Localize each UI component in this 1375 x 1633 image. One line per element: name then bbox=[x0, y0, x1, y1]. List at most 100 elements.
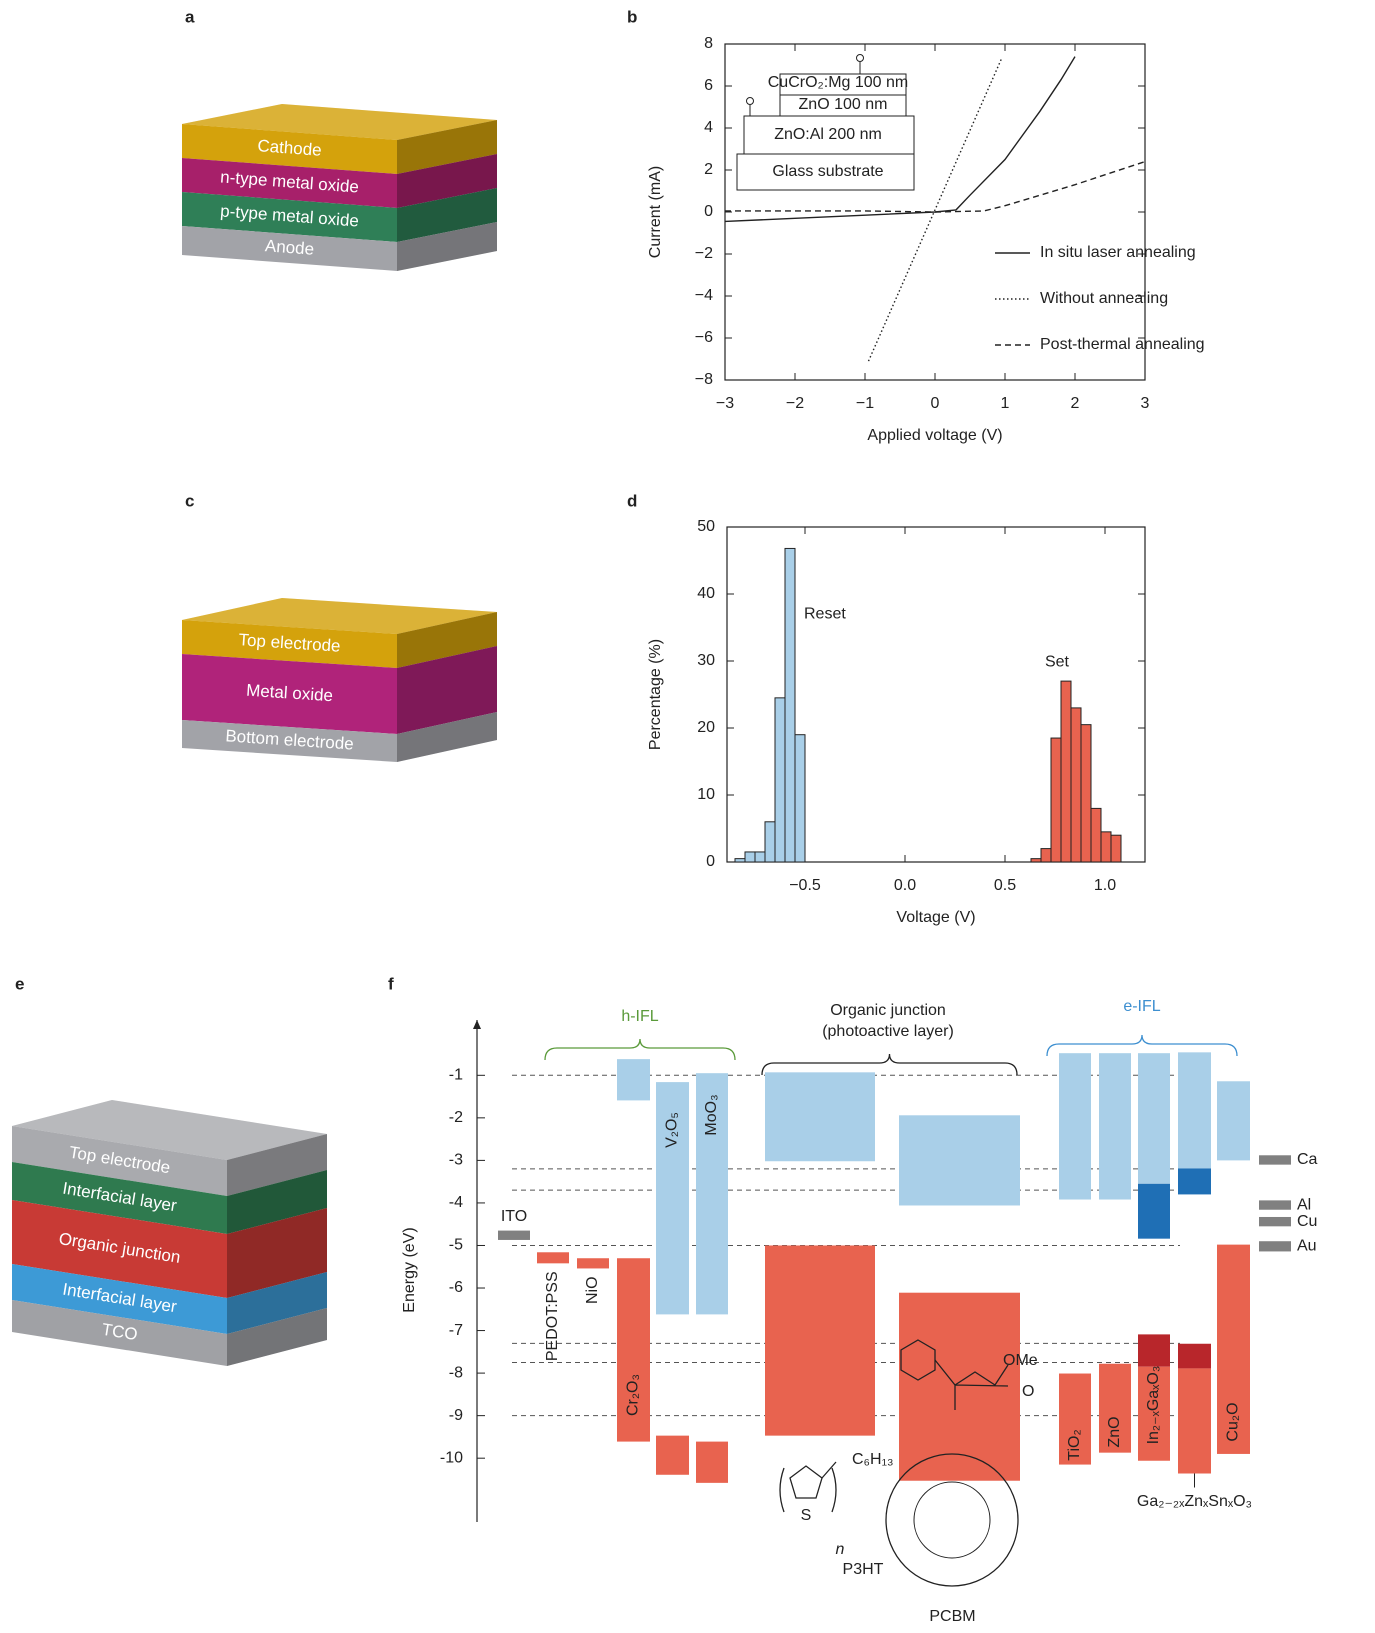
legend-label: Post-thermal annealing bbox=[1040, 336, 1205, 353]
energy-band bbox=[1138, 1334, 1170, 1366]
structure-label: n bbox=[836, 1541, 845, 1558]
bar bbox=[795, 735, 805, 862]
y-tick-label: −8 bbox=[695, 371, 713, 388]
bar bbox=[1081, 725, 1091, 862]
series-label: Reset bbox=[804, 606, 846, 623]
energy-band bbox=[1178, 1052, 1211, 1168]
energy-band bbox=[1178, 1368, 1211, 1473]
thiophene-ring bbox=[790, 1466, 822, 1498]
panel-label: e bbox=[15, 974, 24, 993]
y-tick-label: 4 bbox=[704, 119, 713, 136]
y-tick-label: -6 bbox=[449, 1279, 463, 1296]
y-tick-label: -9 bbox=[449, 1407, 463, 1424]
panel-label: f bbox=[388, 974, 394, 993]
inset-label: ZnO:Al 200 nm bbox=[774, 126, 882, 143]
bar bbox=[1041, 849, 1051, 862]
inset-label: CuCrO₂:Mg 100 nm bbox=[768, 74, 908, 91]
energy-band bbox=[577, 1258, 609, 1268]
energy-band bbox=[1259, 1217, 1291, 1226]
bar bbox=[1071, 708, 1081, 862]
energy-band bbox=[656, 1436, 689, 1475]
x-tick-label: 0.0 bbox=[894, 877, 916, 894]
y-tick-label: -3 bbox=[449, 1152, 463, 1169]
y-tick-label: 10 bbox=[697, 786, 715, 803]
x-tick-label: 0.5 bbox=[994, 877, 1016, 894]
page: Metal oxide devices {"panel_labels": ["a… bbox=[0, 0, 1375, 1633]
bar bbox=[1051, 738, 1061, 862]
bar bbox=[1031, 859, 1041, 862]
energy-band bbox=[617, 1059, 650, 1100]
y-tick-label: 50 bbox=[697, 518, 715, 535]
bar bbox=[1091, 808, 1101, 862]
inset-label: Glass substrate bbox=[772, 163, 883, 180]
material-label: Al bbox=[1297, 1196, 1311, 1213]
y-tick-label: 0 bbox=[704, 203, 713, 220]
y-tick-label: 0 bbox=[706, 853, 715, 870]
y-tick-label: 2 bbox=[704, 161, 713, 178]
energy-band bbox=[696, 1442, 728, 1483]
legend-label: In situ laser annealing bbox=[1040, 244, 1196, 261]
y-tick-label: -1 bbox=[449, 1067, 463, 1084]
energy-band bbox=[1178, 1344, 1211, 1369]
bar bbox=[775, 698, 785, 862]
energy-band bbox=[537, 1252, 569, 1263]
figure: abcdefCathoden-type metal oxidep-type me… bbox=[0, 0, 1375, 1633]
x-tick-label: −1 bbox=[856, 395, 874, 412]
energy-band bbox=[498, 1231, 530, 1240]
bar bbox=[755, 852, 765, 862]
y-tick-label: 30 bbox=[697, 652, 715, 669]
axis-arrow bbox=[473, 1020, 481, 1029]
material-label: ZnO bbox=[1106, 1416, 1123, 1447]
x-tick-label: 3 bbox=[1141, 395, 1150, 412]
energy-band bbox=[1259, 1200, 1291, 1209]
x-axis-label: Voltage (V) bbox=[896, 909, 975, 926]
probe-tip bbox=[857, 55, 864, 62]
bar bbox=[1061, 681, 1071, 862]
energy-band bbox=[1259, 1241, 1291, 1251]
x-tick-label: 0 bbox=[931, 395, 940, 412]
y-tick-label: −2 bbox=[695, 245, 713, 262]
y-tick-label: 20 bbox=[697, 719, 715, 736]
panel-label: c bbox=[185, 491, 194, 510]
layer-label: Anode bbox=[264, 236, 314, 259]
energy-band bbox=[1178, 1168, 1211, 1194]
legend-label: Without annealing bbox=[1040, 290, 1168, 307]
energy-band bbox=[899, 1293, 1020, 1481]
x-tick-label: −2 bbox=[786, 395, 804, 412]
structure-label: OMe bbox=[1003, 1352, 1038, 1369]
panel-label: d bbox=[627, 491, 637, 510]
energy-band bbox=[1138, 1053, 1170, 1184]
y-tick-label: -8 bbox=[449, 1364, 463, 1381]
bar bbox=[1101, 832, 1111, 862]
material-label: Cr₂O₃ bbox=[625, 1374, 642, 1416]
x-axis-label: Applied voltage (V) bbox=[867, 427, 1002, 444]
fullerene-inner bbox=[914, 1482, 990, 1558]
y-tick-label: -2 bbox=[449, 1109, 463, 1126]
y-axis-label: Energy (eV) bbox=[401, 1227, 418, 1312]
material-label: Cu₂O bbox=[1225, 1402, 1242, 1441]
energy-band bbox=[765, 1072, 875, 1161]
y-tick-label: 6 bbox=[704, 77, 713, 94]
y-tick-label: −6 bbox=[695, 329, 713, 346]
structure-label: S bbox=[801, 1507, 812, 1524]
annotation: Organic junction bbox=[830, 1002, 946, 1019]
structure-label: C₆H₁₃ bbox=[852, 1451, 893, 1468]
energy-band bbox=[1099, 1053, 1131, 1199]
x-tick-label: −3 bbox=[716, 395, 734, 412]
panel-label: a bbox=[185, 7, 195, 26]
structure-label: O bbox=[1022, 1383, 1034, 1400]
x-tick-label: 1.0 bbox=[1094, 877, 1116, 894]
series-label: Set bbox=[1045, 653, 1070, 670]
y-tick-label: −4 bbox=[695, 287, 713, 304]
material-label: Cu bbox=[1297, 1213, 1317, 1230]
energy-band bbox=[1259, 1155, 1291, 1164]
x-tick-label: 1 bbox=[1001, 395, 1010, 412]
y-tick-label: -7 bbox=[449, 1322, 463, 1339]
energy-band bbox=[1217, 1081, 1250, 1160]
energy-band bbox=[765, 1245, 875, 1435]
x-tick-label: −0.5 bbox=[789, 877, 821, 894]
material-label: TiO₂ bbox=[1066, 1429, 1083, 1460]
material-label: Ca bbox=[1297, 1151, 1318, 1168]
inset-label: ZnO 100 nm bbox=[799, 96, 888, 113]
bar bbox=[745, 852, 755, 862]
